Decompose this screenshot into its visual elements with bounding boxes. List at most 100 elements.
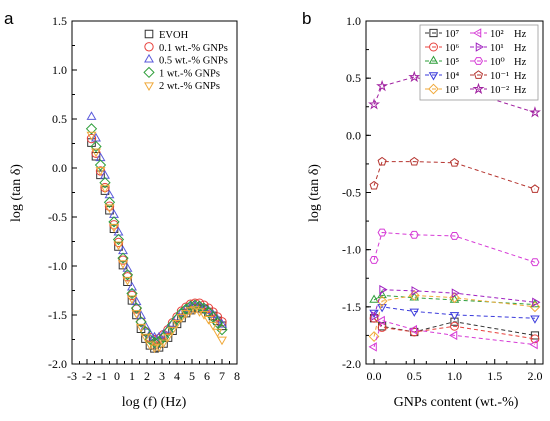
panel-a-letter: a <box>4 9 14 28</box>
x-tick-label: 4 <box>174 369 180 383</box>
data-point <box>184 300 197 312</box>
data-point <box>530 315 540 324</box>
x-tick-label: -3 <box>67 369 77 383</box>
data-point <box>212 328 223 338</box>
legend-label: 10³ <box>445 85 459 96</box>
data-point <box>528 106 541 118</box>
data-point <box>117 252 129 264</box>
data-point <box>450 321 459 331</box>
legend-label: 10⁶ <box>445 43 460 54</box>
series-line <box>373 231 536 263</box>
data-point <box>217 319 227 328</box>
data-point <box>163 333 173 343</box>
legend-label: 0.1 wt.-% GNPs <box>159 43 228 54</box>
x-tick-label: 7 <box>219 369 225 383</box>
data-point <box>122 263 133 272</box>
data-point <box>449 232 460 240</box>
y-tick-label: -1.5 <box>342 300 361 314</box>
data-point <box>530 258 540 267</box>
data-point <box>369 180 379 190</box>
data-point <box>377 228 387 237</box>
data-point <box>203 316 214 325</box>
series-line <box>373 289 536 317</box>
data-point <box>449 158 460 167</box>
data-point <box>122 276 133 286</box>
data-point <box>409 230 419 239</box>
y-tick-label: -0.5 <box>342 186 361 200</box>
x-tick-label: 1.5 <box>487 369 502 383</box>
x-tick-label: 0 <box>114 369 120 383</box>
data-point <box>185 307 196 316</box>
data-point <box>371 311 380 321</box>
legend-label: 10² <box>490 29 504 40</box>
data-point <box>136 323 146 333</box>
data-point <box>449 292 460 304</box>
y-tick-label: 1.0 <box>52 63 67 77</box>
series-line <box>373 294 536 337</box>
data-point <box>118 255 128 265</box>
data-point <box>85 123 98 135</box>
data-point <box>122 272 133 282</box>
legend-marker <box>144 53 154 63</box>
legend-label: 10¹ <box>490 43 504 54</box>
panel-a-ticks: -3 -2 -1 0 1 2 3 4 5 6 7 8 -2.0 -1.5 -1.0 -0.5 0.0 0.5 1.0… <box>48 14 240 383</box>
data-point <box>145 341 155 351</box>
panel-a-ylabel: log (tan δ) <box>9 164 24 222</box>
data-point <box>409 156 419 166</box>
x-tick-label: 0.5 <box>407 369 422 383</box>
data-point <box>376 315 385 326</box>
data-point <box>130 302 143 314</box>
legend-marker <box>473 28 482 38</box>
legend-marker <box>144 82 154 91</box>
data-point <box>208 321 218 331</box>
data-point <box>121 269 134 281</box>
legend-label: 10⁰ <box>490 57 505 68</box>
data-point <box>112 233 125 246</box>
legend-marker <box>429 28 438 38</box>
data-point <box>127 295 137 305</box>
data-point <box>162 326 174 338</box>
legend-marker <box>143 66 155 79</box>
data-point <box>411 286 420 296</box>
data-point <box>127 281 137 291</box>
data-point <box>86 111 97 120</box>
panel-a-points <box>85 111 228 354</box>
data-point <box>377 156 387 166</box>
data-point <box>532 297 541 308</box>
data-point <box>448 330 458 341</box>
x-tick-label: 2.0 <box>527 369 542 383</box>
legend-label: 10⁻² <box>490 85 509 96</box>
y-tick-label: 0.5 <box>346 71 361 85</box>
data-point <box>449 312 460 321</box>
panel-b-ticks: 0.0 0.5 1.0 1.5 2.0 -2.0 -1.5 -1.0 -0.5 0.0 0.5 1.0 <box>342 14 542 383</box>
data-point <box>194 308 205 317</box>
legend-marker <box>472 82 485 95</box>
legend-unit: Hz <box>514 29 527 40</box>
legend-marker <box>144 29 154 39</box>
legend-marker <box>473 57 484 65</box>
panel-b-legend: 10⁷ 10² Hz 10⁶ 10¹ Hz 10⁵ 10⁰ Hz 10⁴ 10⁻¹ Hz 10³ 10⁻²… <box>419 24 539 101</box>
data-point <box>86 131 97 141</box>
data-point <box>127 290 137 301</box>
legend-unit: Hz <box>514 85 527 96</box>
data-point <box>368 331 380 342</box>
data-point <box>199 311 209 320</box>
legend-marker <box>473 70 484 79</box>
data-point <box>529 339 538 350</box>
series-line <box>373 319 536 347</box>
data-point <box>203 305 214 314</box>
data-point <box>158 328 169 338</box>
y-tick-label: 0.0 <box>52 161 67 175</box>
data-point <box>109 223 119 233</box>
panel-b-xlabel: GNPs content (wt.-%) <box>394 395 519 410</box>
panel-b-ylabel: log (tan δ) <box>307 164 322 222</box>
x-tick-label: -1 <box>97 369 107 383</box>
data-point <box>377 289 387 299</box>
legend-frame <box>419 24 539 101</box>
data-point <box>176 314 187 323</box>
legend-marker <box>428 83 439 95</box>
data-point <box>154 343 164 353</box>
data-point <box>91 148 101 158</box>
panel-b: b 0.0 0.5 1.0 1.5 2.0 -2.0 -1.5 -1.0 -0.5 0.0 0.5 1… <box>302 9 544 410</box>
